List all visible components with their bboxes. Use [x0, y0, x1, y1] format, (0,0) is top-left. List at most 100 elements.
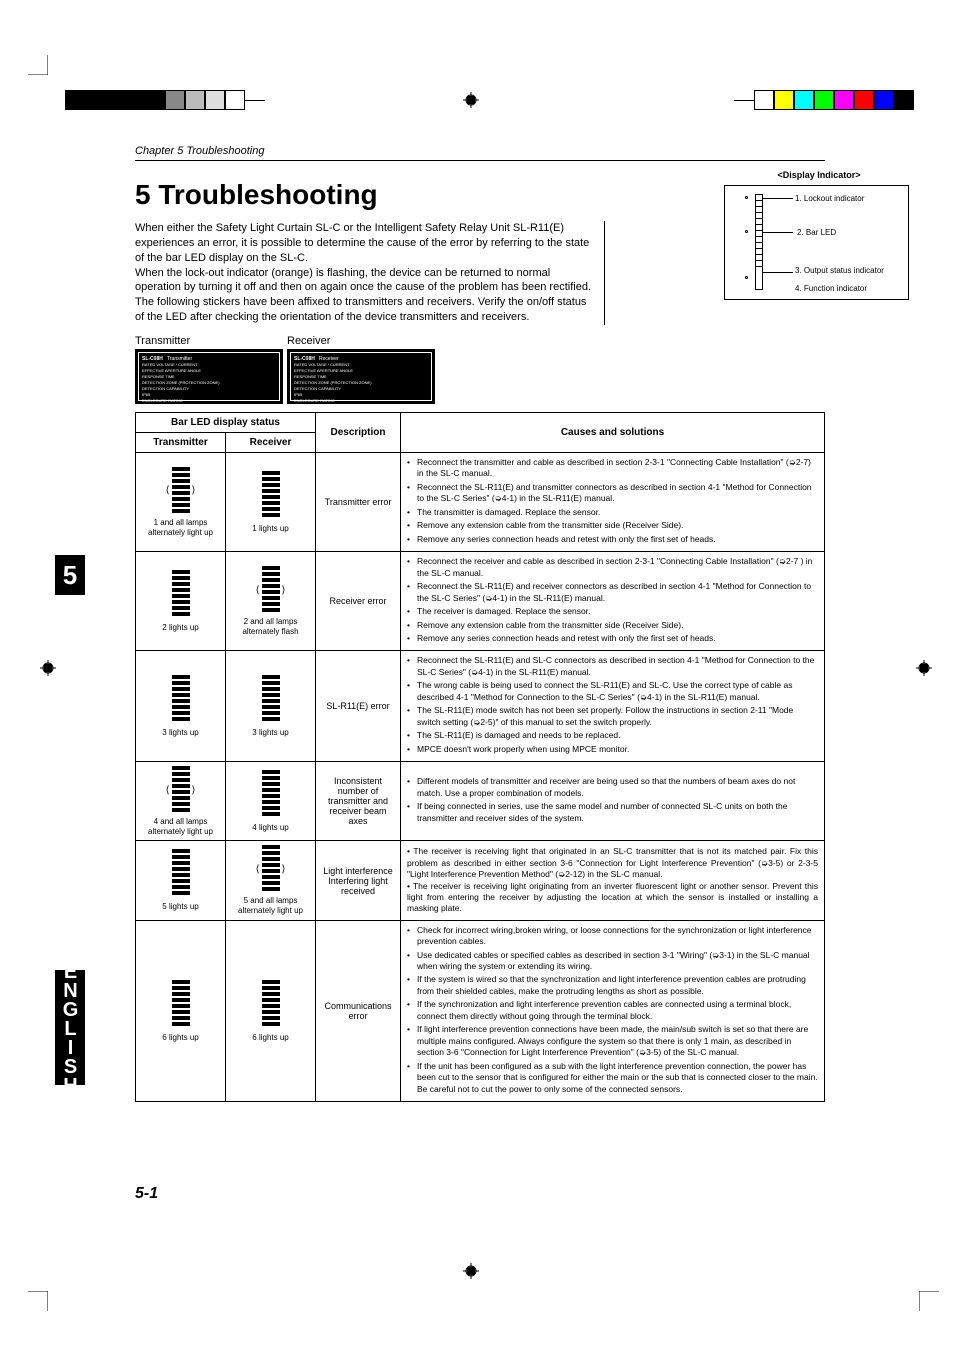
causes-cell: Reconnect the SL-R11(E) and SL-C connect…	[401, 651, 825, 762]
cause-item: Remove any extension cable from the tran…	[407, 520, 818, 531]
cause-item: Remove any series connection heads and r…	[407, 534, 818, 545]
th-causes: Causes and solutions	[401, 412, 825, 452]
led-caption: 5 and all lamps alternately light up	[232, 896, 309, 915]
description-cell: Inconsistent number of transmitter and r…	[316, 762, 401, 841]
indicator-label-2: 2. Bar LED	[797, 228, 836, 237]
chapter-header: Chapter 5 Troubleshooting	[135, 145, 825, 161]
led-receiver-cell: 3 lights up	[226, 651, 316, 762]
cause-item: Reconnect the SL-R11(E) and transmitter …	[407, 482, 818, 505]
led-receiver-cell: ⟨⟩2 and all lamps alternately flash	[226, 552, 316, 651]
receiver-sticker: SL-C08H ReceiverRATED VOLTAGE / CURRENT …	[287, 349, 435, 404]
led-transmitter-cell: 6 lights up	[136, 920, 226, 1102]
troubleshooting-table: Bar LED display status Description Cause…	[135, 412, 825, 1102]
cause-item: The wrong cable is being used to connect…	[407, 680, 818, 703]
cause-item: The SL-R11(E) is damaged and needs to be…	[407, 730, 818, 741]
page-title: 5 Troubleshooting	[135, 179, 825, 211]
cause-item: If being connected in series, use the sa…	[407, 801, 818, 824]
transmitter-label: Transmitter	[135, 335, 287, 347]
crop-mark-tl	[28, 55, 48, 75]
led-caption: 2 lights up	[142, 623, 219, 633]
led-receiver-cell: 1 lights up	[226, 452, 316, 551]
table-row: 5 lights up ⟨⟩5 and all lamps alternately…	[136, 841, 825, 920]
causes-cell: • The receiver is receiving light that o…	[401, 841, 825, 920]
cause-item: Use dedicated cables or specified cables…	[407, 950, 818, 973]
registration-mark-top	[463, 92, 479, 108]
indicator-label-4: 4. Function indicator	[795, 284, 867, 293]
table-row: 3 lights up 3 lights up SL-R11(E) errorRec…	[136, 651, 825, 762]
display-indicator-diagram: <Display Indicator> 1. Lockout indicator…	[724, 170, 914, 300]
led-transmitter-cell: 5 lights up	[136, 841, 226, 920]
cause-item: If the synchronization and light interfe…	[407, 999, 818, 1022]
indicator-label-1: 1. Lockout indicator	[795, 194, 864, 203]
cause-item: The SL-R11(E) mode switch has not been s…	[407, 705, 818, 728]
cause-item: Check for incorrect wiring,broken wiring…	[407, 925, 818, 948]
led-caption: 1 and all lamps alternately light up	[142, 518, 219, 537]
table-row: ⟨⟩4 and all lamps alternately light up4 …	[136, 762, 825, 841]
cause-item: If the unit has been configured as a sub…	[407, 1061, 818, 1095]
led-caption: 4 and all lamps alternately light up	[142, 817, 219, 836]
receiver-label: Receiver	[287, 335, 330, 347]
th-description: Description	[316, 412, 401, 452]
indicator-label-3: 3. Output status indicator	[795, 266, 884, 275]
led-caption: 3 lights up	[142, 728, 219, 738]
english-side-tab: ENGLISH	[55, 970, 85, 1085]
cause-item: The receiver is damaged. Replace the sen…	[407, 606, 818, 617]
cause-item: Remove any series connection heads and r…	[407, 633, 818, 644]
led-caption: 5 lights up	[142, 902, 219, 912]
led-transmitter-cell: ⟨⟩4 and all lamps alternately light up	[136, 762, 226, 841]
display-indicator-title: <Display Indicator>	[724, 170, 914, 180]
cause-item: If light interference prevention connect…	[407, 1024, 818, 1058]
led-transmitter-cell: ⟨⟩1 and all lamps alternately light up	[136, 452, 226, 551]
registration-mark-right	[916, 660, 932, 676]
led-caption: 6 lights up	[232, 1033, 309, 1043]
led-transmitter-cell: 2 lights up	[136, 552, 226, 651]
led-caption: 1 lights up	[232, 524, 309, 534]
cause-item: The transmitter is damaged. Replace the …	[407, 507, 818, 518]
description-cell: Light interference Interfering light rec…	[316, 841, 401, 920]
page-number: 5-1	[135, 1185, 158, 1203]
causes-cell: Check for incorrect wiring,broken wiring…	[401, 920, 825, 1102]
description-cell: Transmitter error	[316, 452, 401, 551]
table-row: ⟨⟩1 and all lamps alternately light up1 …	[136, 452, 825, 551]
cause-item: Remove any extension cable from the tran…	[407, 620, 818, 631]
table-row: 6 lights up 6 lights up Communications err…	[136, 920, 825, 1102]
causes-cell: Reconnect the transmitter and cable as d…	[401, 452, 825, 551]
description-cell: Receiver error	[316, 552, 401, 651]
cause-item: MPCE doesn't work properly when using MP…	[407, 744, 818, 755]
description-cell: Communications error	[316, 920, 401, 1102]
led-receiver-cell: ⟨⟩5 and all lamps alternately light up	[226, 841, 316, 920]
led-receiver-cell: 6 lights up	[226, 920, 316, 1102]
led-caption: 2 and all lamps alternately flash	[232, 617, 309, 636]
cause-item: Different models of transmitter and rece…	[407, 776, 818, 799]
th-led-status: Bar LED display status	[136, 412, 316, 432]
causes-cell: Reconnect the receiver and cable as desc…	[401, 552, 825, 651]
registration-mark-left	[40, 660, 56, 676]
th-transmitter: Transmitter	[136, 432, 226, 452]
table-row: 2 lights up ⟨⟩2 and all lamps alternately…	[136, 552, 825, 651]
color-squares-right	[734, 90, 914, 110]
chapter-side-tab: 5	[55, 555, 85, 595]
registration-mark-bottom	[463, 1263, 479, 1279]
description-cell: SL-R11(E) error	[316, 651, 401, 762]
crop-mark-br	[919, 1291, 939, 1311]
transmitter-sticker: SL-C08H TransmitterRATED VOLTAGE / CURRE…	[135, 349, 283, 404]
led-caption: 4 lights up	[232, 823, 309, 833]
intro-p2: When the lock-out indicator (orange) is …	[135, 267, 591, 294]
sticker-labels: Transmitter Receiver	[135, 335, 825, 347]
cause-item: Reconnect the receiver and cable as desc…	[407, 556, 818, 579]
intro-p3: The following stickers have been affixed…	[135, 296, 586, 323]
led-transmitter-cell: 3 lights up	[136, 651, 226, 762]
led-receiver-cell: 4 lights up	[226, 762, 316, 841]
intro-p1: When either the Safety Light Curtain SL-…	[135, 222, 589, 264]
causes-cell: Different models of transmitter and rece…	[401, 762, 825, 841]
led-caption: 3 lights up	[232, 728, 309, 738]
led-caption: 6 lights up	[142, 1033, 219, 1043]
sticker-row: SL-C08H TransmitterRATED VOLTAGE / CURRE…	[135, 349, 825, 404]
crop-mark-bl	[28, 1291, 48, 1311]
color-squares-left	[65, 90, 265, 110]
cause-item: Reconnect the SL-R11(E) and receiver con…	[407, 581, 818, 604]
cause-item: Reconnect the transmitter and cable as d…	[407, 457, 818, 480]
cause-item: If the system is wired so that the synch…	[407, 974, 818, 997]
th-receiver: Receiver	[226, 432, 316, 452]
intro-text: When either the Safety Light Curtain SL-…	[135, 221, 605, 325]
